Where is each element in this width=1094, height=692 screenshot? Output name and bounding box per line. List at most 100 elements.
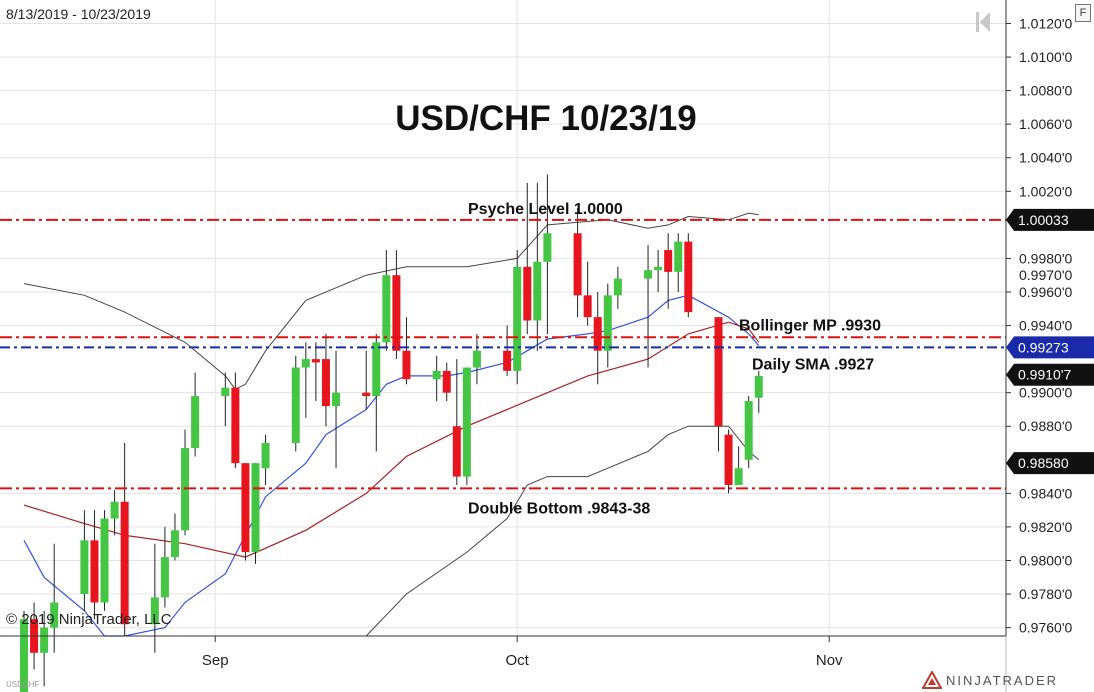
price-badge [1006,208,1094,231]
y-tick-label: 1.0020'0 [1019,183,1072,199]
price-badge-label: 1.00033 [1018,212,1069,228]
candle [644,245,653,368]
y-tick-label: 1.0080'0 [1019,83,1072,99]
candle-body [80,540,89,595]
candle-body [754,375,763,398]
candle [321,333,330,427]
candle-body [120,501,129,625]
candle [120,443,129,636]
y-tick-label: 1.0060'0 [1019,116,1072,132]
candle [261,434,270,485]
candle-body [714,317,723,427]
candle-layer [20,174,763,692]
candle-body [362,392,371,397]
skip-to-start-icon[interactable] [974,10,992,34]
candle-body [503,350,512,371]
y-tick-label: 1.0120'0 [1019,15,1072,31]
candle [20,610,28,692]
y-tick-label: 0.9980'0 [1019,250,1072,266]
level-annotation: Psyche Level 1.0000 [468,201,623,218]
candle [513,250,522,385]
candle [170,513,179,561]
candle-body [261,443,270,469]
candle-body [583,295,592,318]
x-tick-label: Sep [202,652,229,669]
price-badge [1006,336,1094,359]
candle [332,350,341,469]
candle [654,250,663,292]
candle-body [593,317,602,351]
candle [523,182,532,334]
candle-body [372,342,381,397]
candle [160,526,169,608]
indicator-line [365,425,760,637]
candle [402,317,411,385]
candle-body [110,501,119,519]
candle [221,372,230,427]
candle [301,342,310,418]
candle-body [734,468,743,485]
candle [573,208,582,318]
y-tick-label: 1.0040'0 [1019,150,1072,166]
axis-layer: 1.0120'0 1.0100'0 1.0080'0 1.0060'0 1.0040'0… [0,0,1072,692]
candle-body [20,619,28,692]
candle [50,543,59,653]
x-tick-label: Nov [816,652,843,669]
candle [382,250,391,351]
candle [734,446,743,485]
candle-body [301,359,310,368]
candle-body [221,387,230,397]
candle [372,333,381,452]
candle [754,370,763,413]
candle [392,250,401,360]
candle [432,355,441,402]
candle [241,463,250,561]
candle-body [543,233,552,262]
copyright-text: © 2019 NinjaTrader, LLC [6,611,172,628]
candle [603,283,612,368]
candle-body [241,463,250,553]
logo-text: NINJATRADER [946,672,1059,688]
candle [80,510,89,611]
candle [533,182,542,351]
candle-body [462,367,471,477]
price-badge [1006,452,1094,475]
candle-body [613,278,622,296]
candle [613,266,622,309]
candle [724,429,733,494]
y-tick-label: 0.9880'0 [1019,418,1072,434]
candle-body [251,463,260,553]
candle [543,174,552,334]
format-button[interactable]: F [1075,4,1091,22]
date-range: 8/13/2019 - 10/23/2019 [6,6,151,22]
level-layer: Psyche Level 1.0000 1.00033 Bollinger MP .… [0,201,1094,517]
candle [472,333,481,385]
candle-body [170,530,179,558]
candle-body [533,261,542,321]
candle [150,543,159,653]
candle-body [382,275,391,343]
indicator-line [23,212,759,390]
chart-title: USD/CHF 10/23/19 [395,99,697,138]
indicator-line [23,294,760,637]
y-tick-label: 1.0100'0 [1019,49,1072,65]
y-tick-label: 0.9780'0 [1019,586,1072,602]
candle-body [311,359,320,363]
candle [593,291,602,385]
candle-body [90,540,99,603]
candle [251,463,260,564]
candle [90,510,99,620]
candle-body [744,401,753,460]
candle-body [684,241,693,313]
candle-body [513,266,522,371]
candle-body [191,396,200,449]
candle [40,610,49,687]
y-tick-label: 0.9840'0 [1019,485,1072,501]
candle [191,372,200,457]
level-annotation: Double Bottom .9843-38 [468,500,650,517]
indicator-line [23,321,760,558]
candle [100,510,109,611]
candle [442,362,451,402]
candle [714,317,723,452]
